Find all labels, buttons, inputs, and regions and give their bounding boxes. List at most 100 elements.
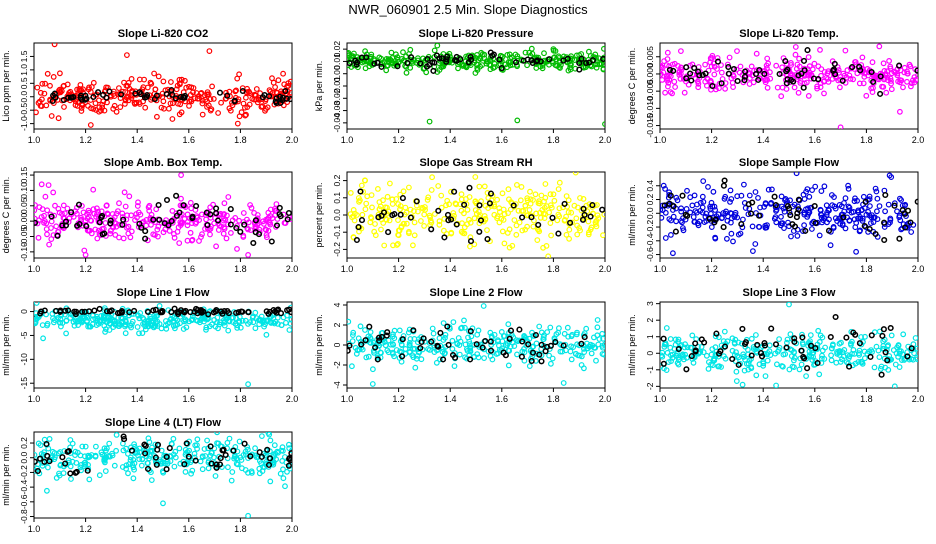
point-all — [102, 326, 109, 333]
point-all — [568, 209, 575, 216]
point-highlight — [263, 308, 270, 315]
point-all — [791, 201, 798, 208]
point-all — [248, 470, 255, 476]
x-tick-label: 1.6 — [183, 264, 196, 274]
y-tick-label: 0.0 — [645, 207, 655, 219]
point-all — [791, 84, 798, 91]
point-all — [354, 347, 361, 354]
point-all — [721, 353, 727, 360]
panel-title: Slope Li-820 Pressure — [419, 28, 534, 40]
point-all — [660, 71, 664, 78]
point-highlight — [856, 63, 863, 70]
point-all — [358, 182, 365, 189]
point-all — [660, 349, 666, 356]
point-all — [765, 350, 771, 356]
point-highlight — [896, 235, 903, 242]
point-all — [438, 204, 445, 211]
point-all — [472, 198, 479, 205]
x-tick-label: 1.0 — [654, 394, 667, 404]
x-tick-label: 2.0 — [286, 135, 299, 145]
point-all — [495, 350, 501, 357]
point-all — [576, 225, 582, 231]
point-all — [199, 100, 206, 107]
point-highlight — [756, 212, 763, 219]
y-tick-label: 0.2 — [645, 193, 655, 205]
point-all — [745, 211, 752, 218]
point-highlight — [831, 60, 838, 67]
point-all — [359, 211, 366, 218]
point-all — [715, 211, 722, 218]
x-tick-label: 2.0 — [599, 394, 612, 404]
point-all — [37, 89, 44, 96]
point-all — [572, 172, 579, 176]
point-highlight — [461, 201, 468, 208]
point-all — [368, 214, 374, 221]
point-all — [697, 207, 704, 214]
y-tick-label: 0.00 — [332, 65, 342, 82]
x-tick-label: 1.4 — [757, 264, 770, 274]
point-all — [714, 55, 721, 61]
point-all — [796, 63, 803, 70]
point-all — [741, 367, 748, 374]
point-all — [375, 340, 382, 347]
y-axis-label: ml/min per min. — [627, 184, 637, 246]
point-all — [43, 102, 50, 109]
point-all — [496, 205, 503, 212]
point-all — [206, 323, 213, 330]
point-all — [660, 206, 664, 213]
point-all — [876, 203, 883, 210]
point-highlight — [772, 202, 779, 209]
point-all — [472, 70, 479, 76]
point-all — [367, 334, 374, 341]
point-highlight — [107, 217, 114, 224]
point-highlight — [65, 307, 72, 314]
point-all — [762, 77, 768, 84]
points — [347, 172, 605, 258]
point-all — [700, 198, 707, 205]
point-all — [411, 208, 417, 215]
point-highlight — [441, 234, 448, 241]
point-all — [68, 476, 74, 482]
point-highlight — [59, 222, 66, 229]
point-all — [664, 49, 671, 56]
point-all — [256, 465, 263, 472]
point-all — [858, 334, 864, 340]
point-all — [851, 198, 858, 205]
point-all — [676, 69, 683, 76]
point-all — [189, 467, 196, 474]
point-all — [764, 84, 771, 91]
point-all — [149, 444, 155, 451]
point-all — [350, 332, 356, 339]
point-all — [778, 203, 785, 210]
point-all — [153, 313, 159, 320]
point-highlight — [578, 340, 585, 347]
point-all — [505, 186, 512, 193]
point-all — [238, 109, 245, 116]
point-highlight — [683, 366, 690, 373]
point-highlight — [59, 454, 66, 461]
point-all — [481, 218, 487, 225]
point-all — [675, 336, 682, 343]
point-all — [524, 195, 531, 202]
point-all — [900, 331, 907, 338]
point-all — [203, 216, 210, 223]
panel-title: Slope Li-820 Temp. — [739, 28, 838, 40]
point-all — [114, 208, 121, 215]
point-highlight — [353, 236, 360, 244]
point-all — [225, 221, 231, 228]
point-all — [403, 220, 410, 227]
point-all — [437, 356, 443, 363]
point-all — [263, 331, 270, 338]
point-highlight — [791, 223, 799, 230]
point-all — [694, 220, 701, 227]
point-highlight — [907, 219, 914, 226]
point-highlight — [755, 76, 762, 83]
point-all — [400, 333, 407, 339]
point-all — [94, 211, 100, 218]
point-all — [592, 51, 599, 58]
y-tick-label: -0.05 — [19, 227, 29, 247]
point-all — [383, 216, 390, 223]
point-highlight — [581, 211, 588, 218]
point-all — [530, 223, 537, 230]
